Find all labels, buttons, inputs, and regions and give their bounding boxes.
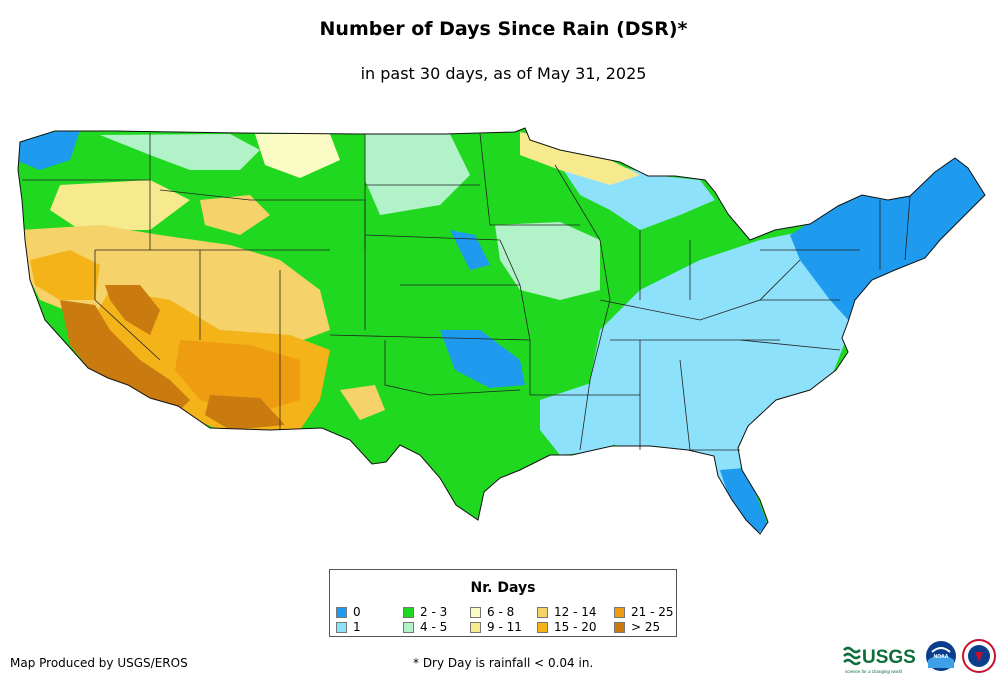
zone-0-florida bbox=[720, 468, 768, 534]
legend-item: > 25 bbox=[614, 621, 660, 633]
dsr-raster bbox=[18, 128, 985, 534]
zone-12-14-rockies bbox=[200, 195, 270, 235]
nws-flag-icon bbox=[975, 652, 983, 662]
usgs-wave-icon bbox=[843, 646, 861, 666]
zone-21-25-az bbox=[175, 340, 300, 415]
legend-swatch bbox=[403, 622, 414, 633]
state-line-sd-ne bbox=[364, 234, 501, 241]
zone-0-plains bbox=[440, 330, 525, 388]
legend-swatch bbox=[537, 607, 548, 618]
state-line-nc-sc bbox=[739, 339, 841, 351]
zone-over-25-nv bbox=[105, 285, 160, 335]
usgs-logo: USGS science for a changing world bbox=[843, 646, 916, 674]
state-line-mt-wy bbox=[159, 189, 251, 201]
zone-4-5-dakotas bbox=[365, 134, 470, 215]
zone-0-northeast bbox=[790, 155, 985, 322]
legend-swatch bbox=[614, 607, 625, 618]
noaa-bird-icon bbox=[931, 647, 951, 653]
zone-15-20-ca bbox=[30, 250, 100, 300]
legend-label: 9 - 11 bbox=[487, 620, 522, 634]
zone-over-25-ca bbox=[60, 300, 190, 410]
legend-label: 2 - 3 bbox=[420, 605, 448, 619]
usgs-tagline: science for a changing world bbox=[845, 669, 903, 674]
legend-item: 2 - 3 bbox=[403, 606, 447, 618]
noaa-wordmark: NOAA bbox=[934, 654, 949, 660]
zone-1-east bbox=[590, 232, 850, 534]
legend-item: 4 - 5 bbox=[403, 621, 447, 633]
legend-item: 0 bbox=[336, 606, 361, 618]
legend-swatch bbox=[470, 607, 481, 618]
noaa-logo: NOAA bbox=[926, 641, 956, 671]
map-subtitle: in past 30 days, as of May 31, 2025 bbox=[360, 64, 647, 83]
legend-item: 6 - 8 bbox=[470, 606, 514, 618]
zone-12-14-texas bbox=[340, 385, 385, 420]
legend-label: 1 bbox=[353, 620, 361, 634]
state-line-tx-panhandle bbox=[384, 340, 521, 396]
zone-0-pnw bbox=[18, 130, 80, 170]
noaa-wave-icon bbox=[928, 655, 954, 668]
state-line-mn-ia bbox=[479, 133, 580, 226]
legend-item: 9 - 11 bbox=[470, 621, 522, 633]
zone-9-11-nw bbox=[50, 180, 190, 230]
zone-4-5-pnw bbox=[100, 134, 260, 170]
legend-item: 21 - 25 bbox=[614, 606, 674, 618]
legend-swatch bbox=[336, 607, 347, 618]
state-line-ca-nv bbox=[94, 250, 161, 361]
state-line-ks-ok bbox=[329, 334, 531, 341]
state-line-ohio-river bbox=[599, 259, 801, 321]
zone-over-25-az bbox=[205, 395, 285, 430]
state-line-al-ga bbox=[679, 359, 691, 451]
state-boundaries bbox=[22, 133, 911, 451]
zone-4-5-iowa bbox=[495, 222, 600, 300]
legend-label: 21 - 25 bbox=[631, 605, 674, 619]
legend-label: > 25 bbox=[631, 620, 661, 634]
credit-text: Map Produced by USGS/EROS bbox=[10, 656, 188, 670]
legend-label: 0 bbox=[353, 605, 361, 619]
legend-title: Nr. Days bbox=[470, 580, 536, 596]
footnote-text: * Dry Day is rainfall < 0.04 in. bbox=[413, 656, 594, 670]
state-line-mo-river bbox=[499, 239, 531, 395]
state-line-mississippi bbox=[554, 164, 611, 451]
legend-label: 6 - 8 bbox=[487, 605, 515, 619]
nws-logo bbox=[962, 639, 996, 673]
legend-label: 15 - 20 bbox=[554, 620, 597, 634]
legend-swatch bbox=[403, 607, 414, 618]
zone-0-plains-2 bbox=[450, 230, 490, 270]
legend-label: 12 - 14 bbox=[554, 605, 597, 619]
legend-item: 1 bbox=[336, 621, 361, 633]
map-title: Number of Days Since Rain (DSR)* bbox=[319, 18, 688, 40]
legend-swatch bbox=[614, 622, 625, 633]
legend-swatch bbox=[537, 622, 548, 633]
agency-logos: USGS science for a changing world NOAA bbox=[843, 639, 996, 674]
legend-item: 15 - 20 bbox=[537, 621, 597, 633]
legend-label: 4 - 5 bbox=[420, 620, 448, 634]
legend-item: 12 - 14 bbox=[537, 606, 597, 618]
legend-swatch bbox=[470, 622, 481, 633]
state-line-ny bbox=[904, 195, 911, 261]
legend-swatch bbox=[336, 622, 347, 633]
zone-6-8-montana bbox=[255, 134, 340, 178]
usgs-wordmark: USGS bbox=[862, 647, 916, 668]
